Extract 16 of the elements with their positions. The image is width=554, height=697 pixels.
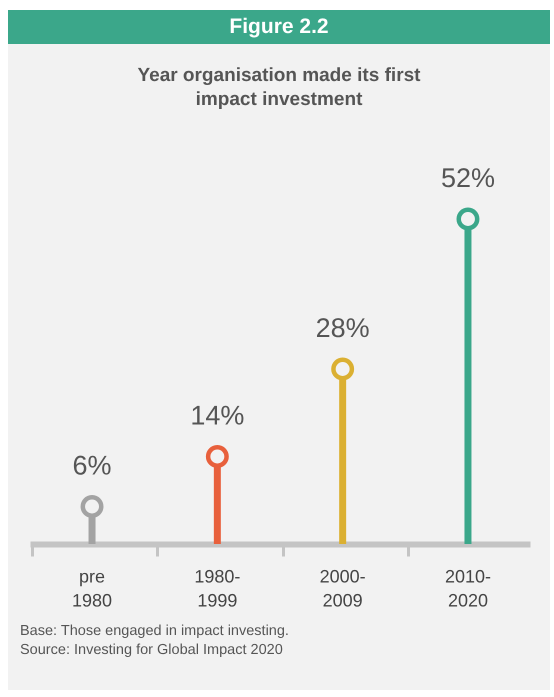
source-note: Source: Investing for Global Impact 2020 xyxy=(20,641,284,660)
data-label: 52% xyxy=(440,163,495,193)
x-tick-label: 1980-1999 xyxy=(194,566,240,610)
x-tick-label: 2000-2009 xyxy=(320,566,366,610)
point xyxy=(331,358,354,380)
chart-subtitle: Year organisation made its first impact investment xyxy=(136,64,422,112)
data-label: 28% xyxy=(316,313,370,343)
point xyxy=(80,495,104,518)
data-label: 14% xyxy=(190,400,244,430)
point xyxy=(456,208,480,230)
point xyxy=(206,445,229,468)
data-label: 6% xyxy=(72,450,112,480)
x-tick-label: 2010-2020 xyxy=(444,566,491,610)
text: Base: Those engaged in impact investing. xyxy=(20,622,289,641)
x-tick-label: pre 1980 xyxy=(72,566,112,610)
chart-title: Figure 2.2 xyxy=(8,10,550,44)
